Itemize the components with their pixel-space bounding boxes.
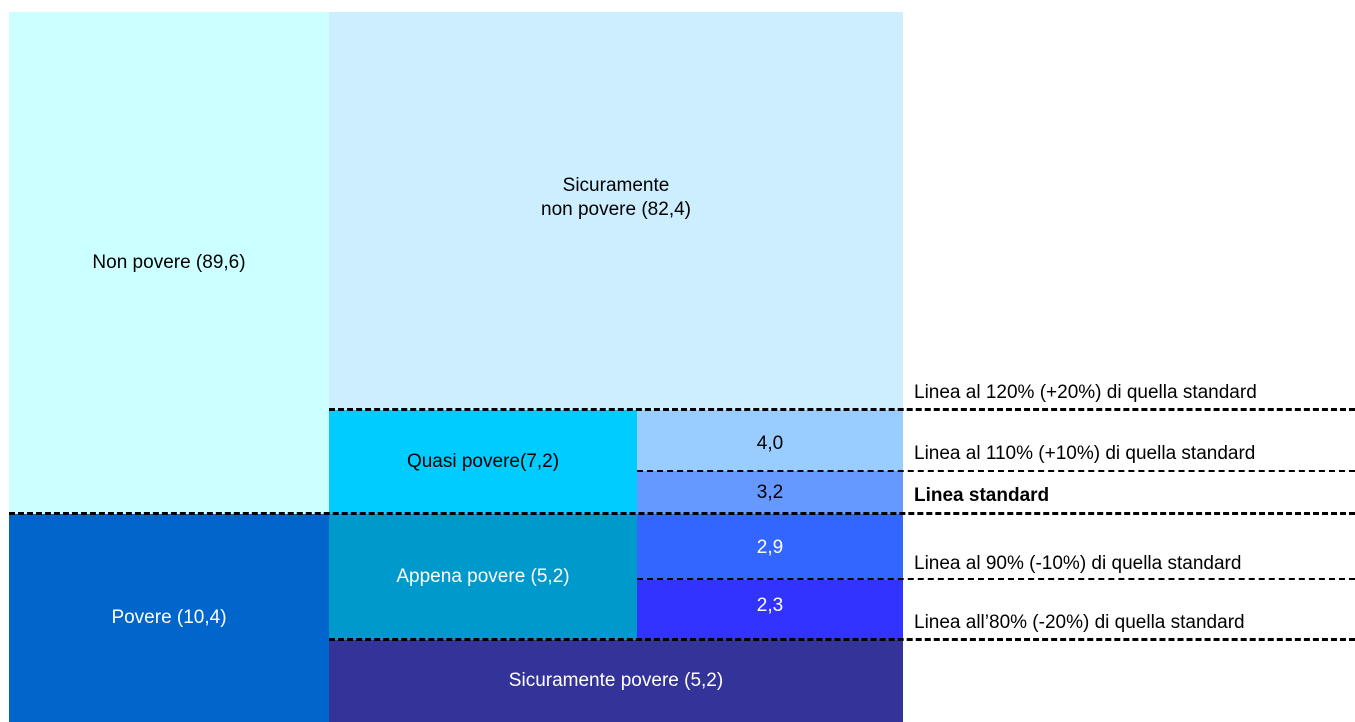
non-povere-label: Non povere (89,6) [92, 252, 246, 273]
line-80-dash [329, 638, 1355, 641]
quasi-povere-label: Quasi povere(7,2) [406, 451, 560, 472]
appena-povere-label: Appena povere (5,2) [396, 566, 570, 587]
quasi-povere-block: Quasi povere(7,2) [329, 410, 637, 514]
line-110-label: Linea al 110% (+10%) di quella standard [914, 443, 1256, 464]
appena-povere-block: Appena povere (5,2) [329, 514, 637, 640]
povere-label: Povere (10,4) [111, 607, 227, 628]
line-120-label: Linea al 120% (+20%) di quella standard [914, 382, 1257, 403]
sicuramente-non-povere-block: Sicuramente non povere (82,4) [329, 12, 903, 410]
sicuramente-povere-block: Sicuramente povere (5,2) [329, 640, 903, 722]
non-povere-block: Non povere (89,6) [9, 12, 329, 514]
sub-label-2-3: 2,3 [756, 595, 784, 616]
sub-block-2-9: 2,9 [637, 514, 903, 580]
povere-block: Povere (10,4) [9, 514, 329, 722]
sub-label-4-0: 4,0 [756, 433, 784, 454]
line-110-dash [637, 470, 1355, 472]
sub-block-2-3: 2,3 [637, 580, 903, 640]
line-90-label: Linea al 90% (-10%) di quella standard [914, 553, 1242, 574]
sicuramente-povere-label: Sicuramente povere (5,2) [508, 670, 724, 691]
line-120-dash [329, 408, 1355, 411]
line-90-dash [637, 578, 1355, 580]
sub-label-3-2: 3,2 [756, 481, 784, 503]
sub-label-2-9: 2,9 [756, 537, 784, 558]
sub-block-4-0: 4,0 [637, 410, 903, 471]
line-80-label: Linea all’80% (-20%) di quella standard [914, 612, 1245, 633]
line-standard-label: Linea standard [914, 485, 1050, 506]
line-standard-dash [9, 512, 1355, 515]
sicuramente-non-povere-label: Sicuramente non povere (82,4) [541, 175, 691, 220]
sub-block-3-2: 3,2 [637, 471, 903, 514]
